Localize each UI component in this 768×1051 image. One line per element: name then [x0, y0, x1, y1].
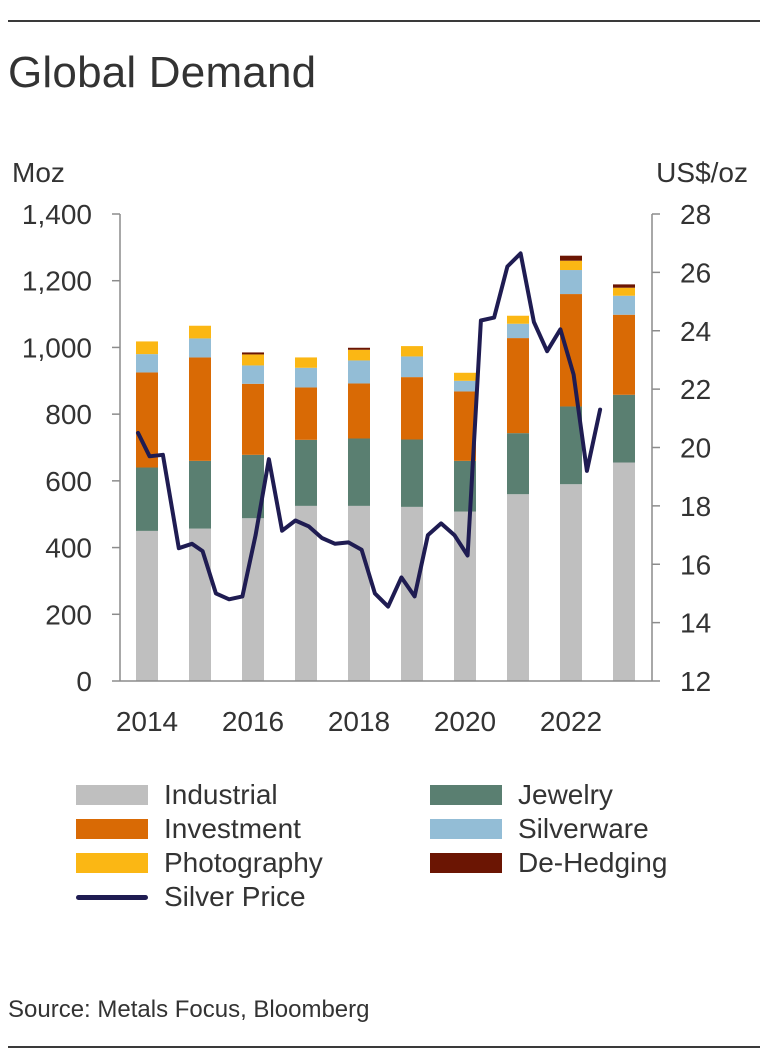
- x-tick-label: 2016: [222, 706, 284, 737]
- left-tick-label: 200: [45, 599, 92, 630]
- x-tick-label: 2014: [116, 706, 178, 737]
- bar-photography-2020: [454, 372, 476, 381]
- bar-de-hedging-2018: [348, 347, 370, 350]
- bar-silverware-2014: [136, 354, 158, 373]
- right-tick-label: 12: [680, 666, 711, 697]
- axes-layer: 02004006008001,0001,2001,400121416182022…: [12, 157, 748, 737]
- left-axis-unit: Moz: [12, 157, 65, 188]
- bar-industrial-2014: [136, 530, 158, 681]
- bar-silverware-2023: [613, 295, 635, 315]
- right-tick-label: 24: [680, 316, 711, 347]
- left-tick-label: 800: [45, 399, 92, 430]
- right-tick-label: 28: [680, 199, 711, 230]
- left-tick-label: 1,200: [22, 266, 92, 297]
- right-tick-label: 18: [680, 491, 711, 522]
- bar-photography-2018: [348, 349, 370, 361]
- bar-jewelry-2016: [242, 454, 264, 519]
- bar-industrial-2016: [242, 518, 264, 681]
- bar-industrial-2017: [295, 505, 317, 681]
- bar-industrial-2018: [348, 505, 370, 681]
- bar-investment-2015: [189, 357, 211, 461]
- bar-jewelry-2023: [613, 394, 635, 463]
- bar-silverware-2022: [560, 270, 582, 295]
- bar-photography-2022: [560, 260, 582, 271]
- bar-investment-2023: [613, 314, 635, 395]
- bar-silverware-2021: [507, 323, 529, 339]
- bar-silverware-2018: [348, 360, 370, 384]
- right-tick-label: 26: [680, 257, 711, 288]
- bar-photography-2023: [613, 287, 635, 296]
- bottom-rule: [8, 1046, 760, 1048]
- bar-silverware-2019: [401, 356, 423, 378]
- x-tick-label: 2018: [328, 706, 390, 737]
- bar-photography-2016: [242, 354, 264, 366]
- right-tick-label: 16: [680, 549, 711, 580]
- bars-layer: [136, 255, 635, 681]
- bar-investment-2019: [401, 377, 423, 440]
- bar-de-hedging-2022: [560, 255, 582, 261]
- left-tick-label: 400: [45, 533, 92, 564]
- top-rule: [8, 20, 760, 22]
- left-tick-label: 0: [76, 666, 92, 697]
- bar-jewelry-2015: [189, 460, 211, 529]
- bar-de-hedging-2016: [242, 352, 264, 355]
- bar-investment-2020: [454, 391, 476, 461]
- bar-photography-2021: [507, 315, 529, 324]
- bar-silverware-2016: [242, 365, 264, 384]
- source-note: Source: Metals Focus, Bloomberg: [8, 996, 370, 1023]
- bar-industrial-2021: [507, 494, 529, 681]
- right-axis-unit: US$/oz: [656, 157, 748, 188]
- bar-jewelry-2019: [401, 439, 423, 507]
- bar-investment-2018: [348, 383, 370, 439]
- bar-de-hedging-2023: [613, 284, 635, 288]
- bar-investment-2016: [242, 383, 264, 455]
- bar-investment-2021: [507, 338, 529, 434]
- right-tick-label: 20: [680, 433, 711, 464]
- bar-silverware-2015: [189, 338, 211, 358]
- right-tick-label: 22: [680, 374, 711, 405]
- bar-silverware-2017: [295, 367, 317, 388]
- bar-jewelry-2014: [136, 467, 158, 531]
- bar-industrial-2020: [454, 511, 476, 681]
- silver-price-line: [136, 251, 603, 609]
- bar-silverware-2020: [454, 380, 476, 392]
- bar-jewelry-2022: [560, 406, 582, 485]
- bar-photography-2017: [295, 357, 317, 368]
- bar-investment-2017: [295, 387, 317, 440]
- left-tick-label: 600: [45, 466, 92, 497]
- price-line-layer: [136, 251, 603, 609]
- right-tick-label: 14: [680, 608, 711, 639]
- bar-investment-2022: [560, 294, 582, 407]
- bar-photography-2014: [136, 341, 158, 355]
- bar-photography-2015: [189, 325, 211, 339]
- x-tick-label: 2022: [540, 706, 602, 737]
- left-tick-label: 1,000: [22, 332, 92, 363]
- bar-photography-2019: [401, 346, 423, 357]
- chart-title: Global Demand: [8, 48, 317, 97]
- x-tick-label: 2020: [434, 706, 496, 737]
- bar-jewelry-2017: [295, 439, 317, 506]
- bar-jewelry-2018: [348, 438, 370, 506]
- left-tick-label: 1,400: [22, 199, 92, 230]
- bar-industrial-2023: [613, 462, 635, 681]
- bar-jewelry-2021: [507, 433, 529, 495]
- bar-industrial-2022: [560, 484, 582, 681]
